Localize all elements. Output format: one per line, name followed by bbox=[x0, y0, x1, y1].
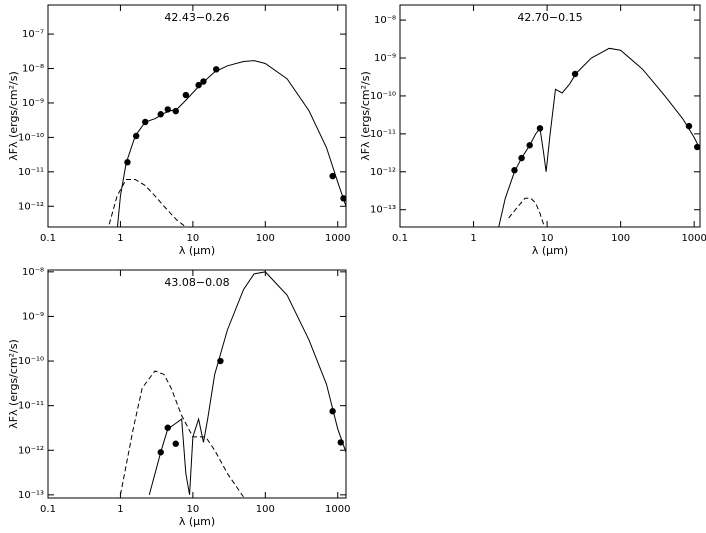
y-tick-label: 10⁻¹² bbox=[18, 445, 44, 456]
data-point bbox=[340, 195, 346, 202]
data-point bbox=[142, 118, 149, 126]
data-point bbox=[536, 125, 544, 132]
panel-title: 42.43−0.26 bbox=[164, 11, 229, 24]
data-point bbox=[511, 167, 518, 174]
y-tick-label: 10⁻¹³ bbox=[370, 205, 396, 216]
data-point bbox=[213, 66, 220, 73]
plot-area bbox=[119, 271, 346, 498]
x-tick-label: 0.1 bbox=[40, 504, 56, 515]
panel-title: 43.08−0.08 bbox=[164, 276, 229, 289]
data-point bbox=[694, 143, 700, 151]
data-point bbox=[329, 172, 336, 180]
panel-title: 42.70−0.15 bbox=[517, 11, 582, 24]
x-tick-label: 1 bbox=[470, 233, 476, 244]
data-point bbox=[571, 70, 579, 78]
data-point bbox=[164, 106, 171, 113]
y-axis-label: λFλ (ergs/cm²/s) bbox=[359, 71, 372, 161]
data-point bbox=[124, 159, 131, 166]
data-point bbox=[200, 78, 207, 85]
x-tick-label: 0.1 bbox=[40, 233, 56, 244]
x-tick-label: 10 bbox=[187, 233, 200, 244]
data-point bbox=[526, 142, 533, 149]
plot-frame bbox=[399, 4, 701, 228]
y-tick-label: 10⁻¹⁰ bbox=[18, 356, 44, 367]
plot-frame bbox=[47, 269, 347, 499]
data-point bbox=[172, 440, 179, 447]
plot-area bbox=[108, 60, 346, 227]
data-point bbox=[217, 357, 224, 365]
y-tick-label: 10⁻¹⁰ bbox=[370, 91, 396, 102]
y-axis-label: λFλ (ergs/cm²/s) bbox=[7, 71, 20, 161]
x-tick-label: 1000 bbox=[681, 233, 706, 244]
plot-area bbox=[498, 47, 700, 227]
y-tick-label: 10⁻¹¹ bbox=[370, 129, 396, 140]
y-tick-label: 10⁻¹³ bbox=[18, 490, 44, 501]
y-tick-label: 10⁻¹² bbox=[370, 167, 396, 178]
data-point bbox=[132, 132, 140, 140]
data-point bbox=[337, 439, 344, 446]
y-tick-label: 10⁻¹² bbox=[18, 201, 44, 212]
x-tick-label: 10 bbox=[187, 504, 200, 515]
data-point bbox=[329, 408, 336, 415]
model-dashed-line bbox=[508, 197, 545, 225]
data-point bbox=[157, 111, 164, 118]
data-point bbox=[685, 122, 693, 130]
x-tick-label: 100 bbox=[611, 233, 630, 244]
y-tick-label: 10⁻⁹ bbox=[374, 53, 396, 64]
y-tick-label: 10⁻⁸ bbox=[374, 15, 396, 26]
y-tick-label: 10⁻¹¹ bbox=[18, 167, 44, 178]
x-axis-label: λ (μm) bbox=[532, 244, 568, 257]
y-tick-label: 10⁻⁹ bbox=[22, 311, 44, 322]
model-line bbox=[498, 47, 700, 227]
x-tick-label: 0.1 bbox=[392, 233, 408, 244]
x-tick-label: 100 bbox=[256, 233, 275, 244]
plot-frame bbox=[47, 4, 347, 228]
x-axis-label: λ (μm) bbox=[179, 515, 215, 528]
data-point bbox=[182, 91, 190, 99]
y-tick-label: 10⁻⁸ bbox=[22, 267, 44, 278]
data-point bbox=[172, 107, 179, 115]
x-tick-label: 10 bbox=[541, 233, 554, 244]
y-tick-label: 10⁻⁸ bbox=[22, 64, 44, 75]
x-tick-label: 1 bbox=[117, 233, 123, 244]
y-tick-label: 10⁻⁷ bbox=[22, 29, 44, 40]
model-dashed-line bbox=[108, 178, 187, 227]
y-tick-label: 10⁻¹¹ bbox=[18, 401, 44, 412]
data-point bbox=[157, 449, 164, 456]
y-tick-label: 10⁻¹⁰ bbox=[18, 132, 44, 143]
data-point bbox=[518, 154, 525, 162]
x-tick-label: 100 bbox=[256, 504, 275, 515]
x-tick-label: 1000 bbox=[325, 504, 350, 515]
y-axis-label: λFλ (ergs/cm²/s) bbox=[7, 339, 20, 429]
model-line bbox=[148, 271, 346, 495]
y-tick-label: 10⁻⁹ bbox=[22, 98, 44, 109]
x-axis-label: λ (μm) bbox=[179, 244, 215, 257]
data-point bbox=[195, 81, 202, 89]
model-dashed-line bbox=[119, 370, 244, 498]
data-point bbox=[164, 424, 171, 431]
x-tick-label: 1 bbox=[117, 504, 123, 515]
x-tick-label: 1000 bbox=[325, 233, 350, 244]
model-line bbox=[116, 60, 346, 227]
